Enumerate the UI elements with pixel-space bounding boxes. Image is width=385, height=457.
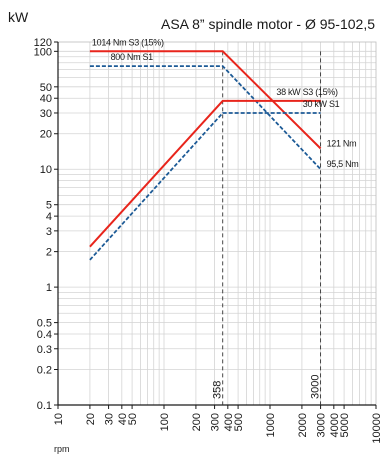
x-tick-label: 10000 <box>371 413 383 444</box>
speed-marker-label: 358 <box>212 381 224 399</box>
y-tick-label: 100 <box>34 46 52 58</box>
x-tick-label: 40 <box>117 413 129 425</box>
grid <box>57 41 377 406</box>
y-tick-label: 50 <box>40 82 52 94</box>
y-tick-label: 0.5 <box>37 318 52 330</box>
y-tick-label: 0.4 <box>37 329 52 341</box>
x-tick-label: 50 <box>127 413 139 425</box>
series-line-torque <box>89 65 322 170</box>
chart-title: ASA 8” spindle motor - Ø 95-102,5 <box>161 16 375 32</box>
series-lines <box>89 50 322 261</box>
y-tick-label: 3 <box>46 226 52 238</box>
x-axis-label: rpm <box>54 444 70 454</box>
x-tick-label: 20 <box>85 413 97 425</box>
y-tick-label: 1 <box>46 282 52 294</box>
y-tick-label: 2 <box>46 247 52 259</box>
y-axis-label: kW <box>8 9 29 25</box>
x-tick-label: 5000 <box>339 413 351 437</box>
y-tick-label: 5 <box>46 200 52 212</box>
series-label: 30 kW S1 <box>303 99 340 109</box>
y-tick-label: 120 <box>34 37 52 49</box>
x-tick-label: 2000 <box>297 413 309 437</box>
y-tick-label: 0.3 <box>37 344 52 356</box>
y-tick-label: 20 <box>40 129 52 141</box>
series-line-torque <box>89 50 322 150</box>
y-tick-label: 0.2 <box>37 365 52 377</box>
x-tick-label: 3000 <box>316 413 328 437</box>
series-labels: 1014 Nm S3 (15%) 800 Nm S1 38 kW S3 (15%) 3… <box>92 37 359 169</box>
x-tick-label: 4000 <box>329 413 341 437</box>
x-tick-label: 1000 <box>265 413 277 437</box>
y-tick-label: 30 <box>40 108 52 120</box>
series-label: 38 kW S3 (15%) <box>276 87 338 97</box>
y-tick-label: 0.1 <box>37 400 52 412</box>
x-tick-label: 300 <box>210 413 222 431</box>
x-tick-label: 400 <box>223 413 235 431</box>
y-tick-label: 4 <box>46 211 52 223</box>
speed-marker-label: 3000 <box>310 375 322 399</box>
series-label: 1014 Nm S3 (15%) <box>92 37 164 47</box>
speed-markers: 358 3000 <box>212 51 322 405</box>
x-tick-label: 500 <box>233 413 245 431</box>
x-tick-label: 200 <box>191 413 203 431</box>
y-tick-label: 10 <box>40 164 52 176</box>
end-torque-label: 95,5 Nm <box>327 159 359 169</box>
series-line-power <box>89 99 321 248</box>
series-line-power <box>89 112 321 261</box>
end-torque-label: 121 Nm <box>327 138 357 148</box>
series-label: 800 Nm S1 <box>111 52 154 62</box>
y-tick-label: 40 <box>40 93 52 105</box>
x-tick-label: 100 <box>159 413 171 431</box>
x-tick-label: 30 <box>104 413 116 425</box>
x-tick-label: 10 <box>53 413 65 425</box>
